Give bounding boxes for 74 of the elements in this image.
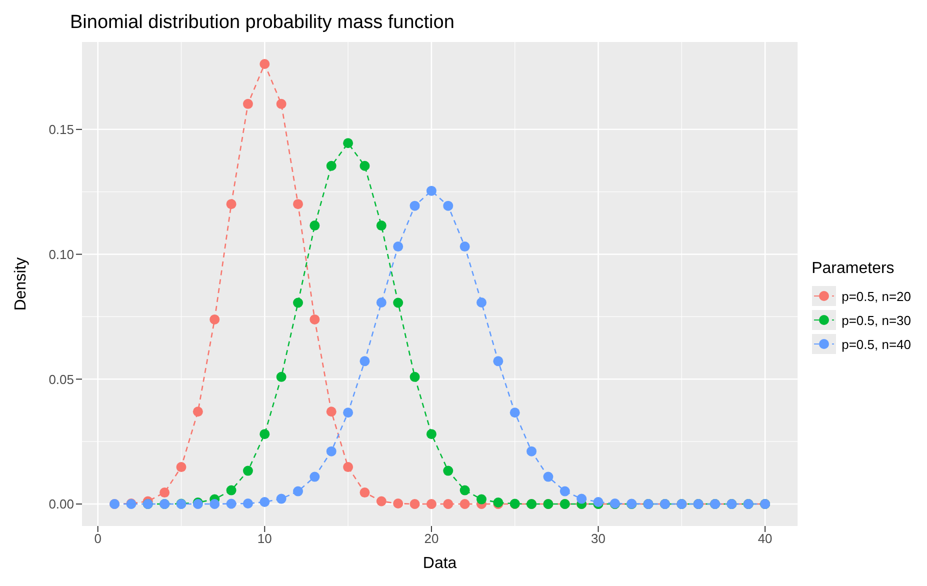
point [210, 314, 220, 324]
point [192, 406, 203, 417]
point [443, 466, 454, 476]
point [276, 98, 286, 109]
legend-label: p=0.5, n=40 [842, 336, 911, 352]
point [543, 472, 554, 482]
point [460, 242, 470, 252]
point [276, 372, 286, 382]
point [360, 160, 370, 171]
y-tick-label: 0.15 [48, 122, 74, 138]
point [476, 297, 486, 308]
point [326, 446, 336, 456]
legend-title: Parameters [812, 260, 896, 278]
point [293, 298, 304, 308]
point [476, 494, 486, 504]
point [376, 220, 386, 231]
point [510, 408, 520, 418]
point [443, 200, 454, 211]
point [176, 462, 186, 472]
point [326, 406, 336, 417]
x-tick-label: 20 [424, 531, 439, 546]
x-tick-label: 10 [257, 531, 272, 546]
point [460, 499, 470, 510]
point [393, 498, 404, 509]
point [226, 199, 236, 210]
point [426, 429, 436, 440]
point [443, 499, 454, 510]
legend-label: p=0.5, n=30 [842, 312, 911, 328]
point [410, 499, 420, 510]
point [493, 356, 504, 366]
point [343, 408, 354, 418]
y-tick-label: 0.10 [48, 246, 74, 262]
point [360, 488, 370, 498]
y-tick-label: 0.05 [48, 372, 74, 387]
point [226, 485, 236, 496]
x-tick-label: 30 [591, 531, 606, 546]
point [576, 494, 587, 504]
y-tick-label: 0.00 [48, 496, 74, 512]
point [260, 429, 270, 440]
point [393, 298, 404, 308]
point [376, 297, 386, 308]
point [526, 446, 537, 456]
chart-title: Binomial distribution probability mass function [70, 12, 454, 34]
point [410, 200, 420, 211]
point [393, 242, 404, 252]
point [242, 498, 253, 509]
point [426, 499, 436, 510]
point [426, 186, 436, 196]
point [293, 199, 304, 210]
point [276, 494, 286, 504]
legend-label: p=0.5, n=20 [842, 288, 911, 304]
point [310, 220, 320, 231]
point [460, 485, 470, 496]
x-tick-label: 0 [94, 531, 102, 546]
point [560, 486, 570, 496]
point [242, 466, 253, 476]
point [343, 138, 354, 148]
point [242, 98, 253, 109]
point [326, 160, 336, 171]
point [310, 314, 320, 324]
x-tick-label: 40 [758, 531, 772, 546]
point [210, 499, 220, 510]
point [160, 488, 170, 498]
point [293, 486, 304, 496]
point [226, 498, 236, 509]
point [410, 372, 420, 382]
point [376, 496, 386, 506]
point [343, 462, 354, 472]
x-axis-title: Data [422, 555, 457, 572]
point [310, 472, 320, 482]
point [260, 58, 270, 69]
point [360, 356, 370, 366]
y-axis-title: Density [12, 257, 30, 311]
point [260, 497, 270, 508]
